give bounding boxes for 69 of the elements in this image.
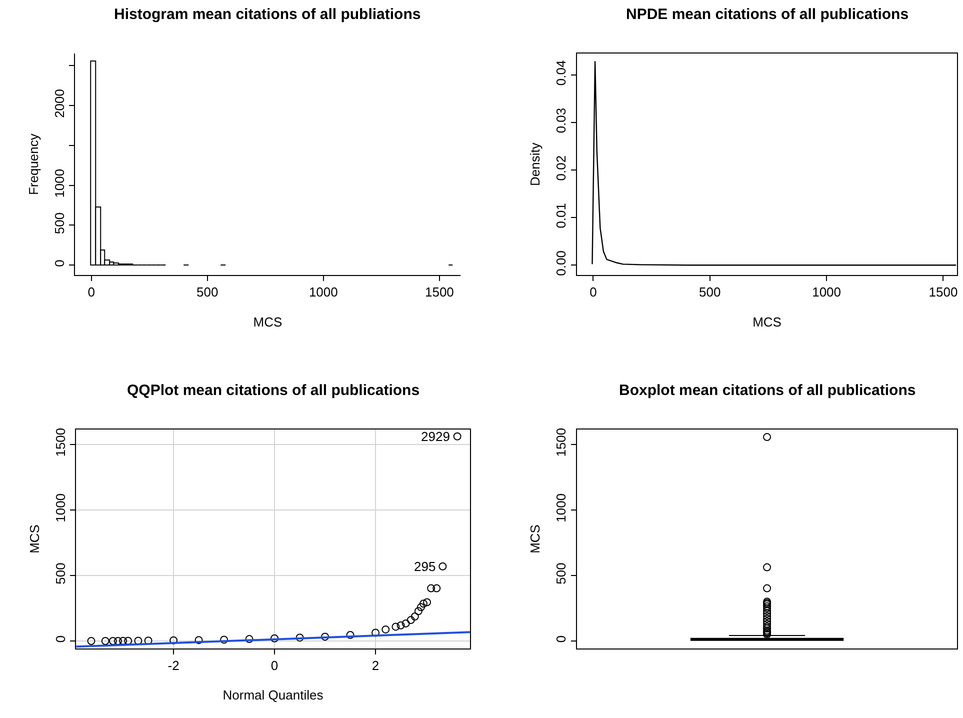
- chart-title: Histogram mean citations of all publiations: [114, 6, 421, 23]
- x-tick-label: 1500: [424, 284, 454, 300]
- x-axis-title: MCS: [253, 314, 282, 330]
- point: [406, 616, 415, 624]
- y-tick-label: 1000: [52, 168, 67, 198]
- y-tick-label: 0.04: [554, 60, 569, 86]
- y-axis-title: MCS: [26, 524, 42, 554]
- y-tick-label: 1000: [52, 493, 68, 522]
- x-tick-label: 0: [590, 284, 597, 300]
- point: [270, 634, 279, 642]
- point: [321, 632, 330, 641]
- point: [438, 562, 447, 570]
- point: [382, 625, 390, 634]
- x-axis-title: MCS: [752, 314, 782, 330]
- y-tick-label: 1500: [52, 428, 68, 457]
- point: [114, 637, 122, 646]
- x-tick-label: 0: [270, 658, 278, 673]
- point: [427, 584, 436, 592]
- y-tick-label: 1000: [554, 493, 569, 522]
- y-tick-label: 0.00: [554, 250, 569, 276]
- point: [392, 622, 400, 631]
- point: [410, 612, 419, 620]
- y-tick-label: 500: [554, 562, 569, 584]
- point: [245, 635, 254, 644]
- chart-title: QQPlot mean citations of all publications: [127, 382, 420, 399]
- point: [296, 634, 304, 642]
- y-tick-label: 1500: [554, 428, 569, 457]
- point: [414, 607, 422, 616]
- x-tick-label: 1000: [812, 284, 841, 300]
- x-tick-label: -2: [168, 658, 180, 673]
- point: [419, 600, 428, 608]
- x-tick-label: 1500: [928, 284, 958, 300]
- chart-title: NPDE mean citations of all publications: [626, 6, 909, 23]
- point: [108, 637, 117, 646]
- point: [170, 636, 178, 644]
- x-tick-label: 1000: [308, 284, 338, 300]
- y-tick-label: 500: [52, 212, 67, 234]
- point: [396, 621, 405, 630]
- annotation: 295: [414, 559, 436, 574]
- point: [119, 636, 128, 645]
- x-axis-title: Normal Quantiles: [222, 688, 324, 703]
- point: [423, 598, 432, 606]
- y-tick-label: 0.02: [554, 155, 569, 181]
- point: [101, 637, 110, 646]
- point: [220, 636, 228, 644]
- y-tick-label: 0.01: [554, 202, 569, 228]
- chart-title: Boxplot mean citations of all publications: [619, 382, 916, 399]
- point: [402, 619, 410, 628]
- point: [453, 432, 462, 440]
- point: [194, 636, 203, 644]
- x-tick-label: 2: [372, 658, 380, 673]
- point: [87, 637, 96, 646]
- y-tick-label: 0.03: [554, 108, 569, 134]
- y-tick-label: 0: [52, 635, 68, 643]
- point: [346, 630, 354, 639]
- x-tick-label: 500: [699, 284, 721, 300]
- annotation: 2929: [421, 429, 450, 444]
- y-tick-label: 0: [554, 635, 569, 643]
- y-axis-title: MCS: [528, 524, 543, 554]
- y-tick-label: 0: [52, 260, 67, 267]
- point: [432, 584, 441, 592]
- y-axis-title: Density: [528, 142, 543, 186]
- x-tick-label: 0: [88, 284, 95, 300]
- y-tick-label: 500: [52, 562, 68, 584]
- point: [124, 636, 132, 645]
- x-tick-label: 500: [196, 284, 218, 300]
- y-axis-title: Frequency: [26, 133, 41, 196]
- point: [416, 603, 425, 612]
- y-tick-label: 2000: [52, 88, 67, 118]
